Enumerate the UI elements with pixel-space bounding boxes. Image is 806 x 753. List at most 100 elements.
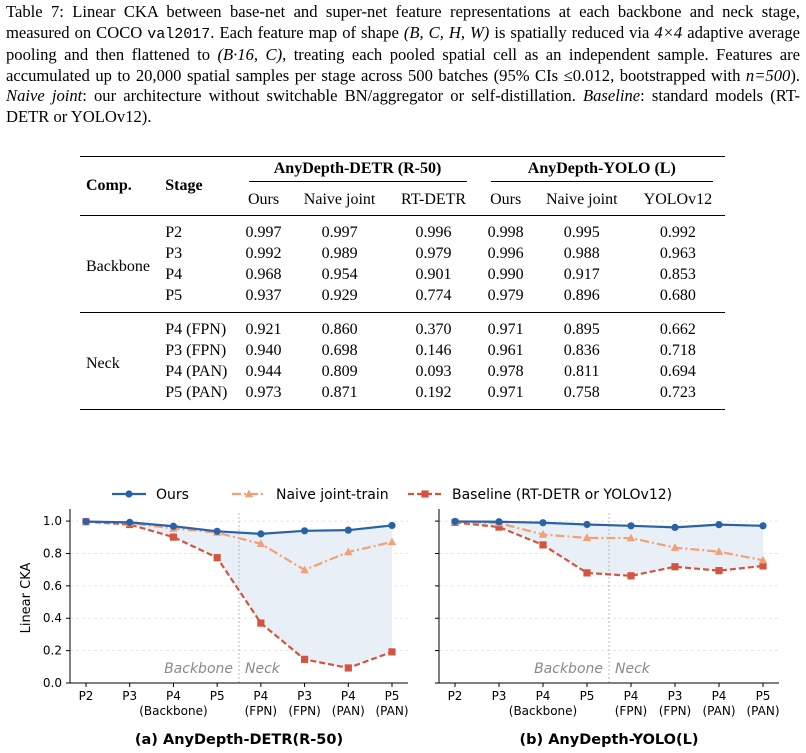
x-tick-label: P4 — [536, 689, 551, 703]
cka-table: Comp. Stage AnyDepth-DETR (R-50) AnyDept… — [80, 156, 725, 410]
data-point — [671, 523, 679, 532]
data-point — [300, 527, 309, 535]
legend-marker — [244, 489, 254, 498]
value-cell: 0.929 — [321, 286, 358, 304]
data-point — [344, 526, 352, 534]
x-tick-label: P4 — [712, 689, 727, 703]
data-point — [82, 517, 90, 526]
data-point — [626, 533, 636, 542]
legend-label: Naive joint-train — [276, 487, 389, 503]
col-header: Naive joint — [545, 191, 618, 208]
value-cell: 0.901 — [415, 265, 452, 283]
col-header: Ours — [247, 191, 280, 208]
value-cell: 0.146 — [415, 341, 452, 359]
region-label-backbone: Backbone — [164, 661, 233, 677]
value-cell: 0.971 — [487, 383, 524, 401]
panel-title: (a) AnyDepth-DETR(R-50) — [135, 732, 343, 748]
y-axis-label: Linear CKA — [19, 562, 34, 633]
data-point — [583, 569, 591, 577]
y-tick-label: 0.8 — [43, 546, 62, 560]
stage-cell: P3 (FPN) — [165, 341, 227, 359]
x-tick-label: (FPN) — [245, 704, 277, 718]
dataset-split-code: val2017 — [147, 25, 211, 43]
data-point — [344, 664, 352, 672]
y-tick-label: 0.4 — [43, 611, 62, 625]
x-tick-label: P5 — [580, 689, 595, 703]
value-cell: 0.973 — [245, 383, 282, 401]
x-tick-label: P3 — [297, 689, 312, 703]
value-cell: 0.917 — [563, 265, 600, 283]
value-cell: 0.968 — [245, 265, 282, 283]
section-label: Neck — [86, 355, 120, 372]
value-cell: 0.853 — [659, 265, 696, 283]
col-comp: Comp. — [86, 177, 132, 194]
x-tick-label: (FPN) — [288, 704, 320, 718]
x-tick-label: (Backbone) — [139, 704, 207, 718]
x-tick-label: P2 — [79, 689, 94, 703]
series-line — [454, 520, 764, 562]
value-cell: 0.871 — [321, 383, 358, 401]
value-cell: 0.996 — [415, 223, 452, 241]
value-cell: 0.992 — [245, 244, 282, 262]
col-header: RT-DETR — [400, 191, 467, 208]
data-point — [300, 655, 309, 663]
data-point — [387, 537, 397, 546]
value-cell: 0.963 — [659, 244, 696, 262]
col-header: YOLOv12 — [643, 191, 713, 208]
stage-cell: P5 — [165, 286, 183, 304]
table-header-row: Comp. Stage AnyDepth-DETR (R-50) AnyDept… — [80, 156, 725, 194]
value-cell: 0.990 — [487, 265, 524, 283]
value-cell: 0.680 — [659, 286, 696, 304]
data-point — [126, 518, 134, 526]
value-cell: 0.662 — [659, 320, 696, 338]
data-point — [539, 541, 547, 549]
data-point — [388, 521, 396, 530]
legend: Ours Naive joint-train Baseline (RT-DETR o… — [112, 487, 672, 503]
region-label-neck: Neck — [245, 661, 281, 677]
data-point — [213, 554, 221, 562]
value-cell: 0.774 — [415, 286, 452, 304]
value-cell: 0.093 — [415, 362, 452, 380]
value-cell: 0.896 — [563, 286, 600, 304]
x-tick-label: P4 — [341, 689, 356, 703]
data-point — [671, 563, 679, 571]
data-point — [344, 547, 353, 556]
value-cell: 0.978 — [487, 362, 524, 380]
value-cell: 0.811 — [564, 362, 600, 380]
value-cell: 0.370 — [415, 320, 452, 338]
value-cell: 0.997 — [245, 223, 282, 241]
legend-label: Ours — [156, 487, 189, 503]
panel-title: (b) AnyDepth-YOLO(L) — [520, 732, 699, 748]
data-point — [539, 519, 547, 527]
value-cell: 0.860 — [321, 320, 358, 338]
value-cell: 0.998 — [487, 223, 524, 241]
table-row: P4 0.968 0.954 0.901 0.990 0.917 0.853 — [80, 264, 725, 285]
stage-cell: P4 — [165, 265, 183, 283]
table-row: P3 (FPN) 0.940 0.698 0.146 0.961 0.836 0.718 — [80, 340, 725, 361]
stage-cell: P4 (PAN) — [165, 362, 228, 380]
legend-marker — [421, 490, 429, 498]
value-cell: 0.995 — [563, 223, 600, 241]
data-point — [256, 539, 266, 547]
stage-cell: P4 (FPN) — [165, 320, 227, 338]
gap-area — [455, 521, 763, 576]
value-cell: 0.718 — [659, 341, 696, 359]
value-cell: 0.698 — [321, 341, 358, 359]
stage-cell: P5 (PAN) — [165, 383, 228, 401]
value-cell: 0.954 — [321, 265, 358, 283]
cka-figure: Ours Naive joint-train Baseline (RT-DETR o… — [19, 487, 780, 748]
data-point — [451, 517, 459, 526]
data-point — [714, 547, 724, 555]
x-tick-label: (PAN) — [746, 704, 779, 718]
data-point — [582, 533, 592, 542]
x-tick-label: (PAN) — [375, 704, 408, 718]
table-row: Backbone P2 0.997 0.997 0.996 0.998 0.995 0.992 — [80, 215, 725, 275]
y-tick-label: 0.2 — [43, 644, 62, 658]
value-cell: 0.996 — [487, 244, 524, 262]
region-label-neck: Neck — [615, 661, 651, 677]
series-line — [85, 520, 393, 670]
value-cell: 0.940 — [245, 341, 282, 359]
value-cell: 0.944 — [245, 362, 282, 380]
table-subheader-row: Ours Naive joint RT-DETR Ours Naive join… — [80, 185, 725, 216]
